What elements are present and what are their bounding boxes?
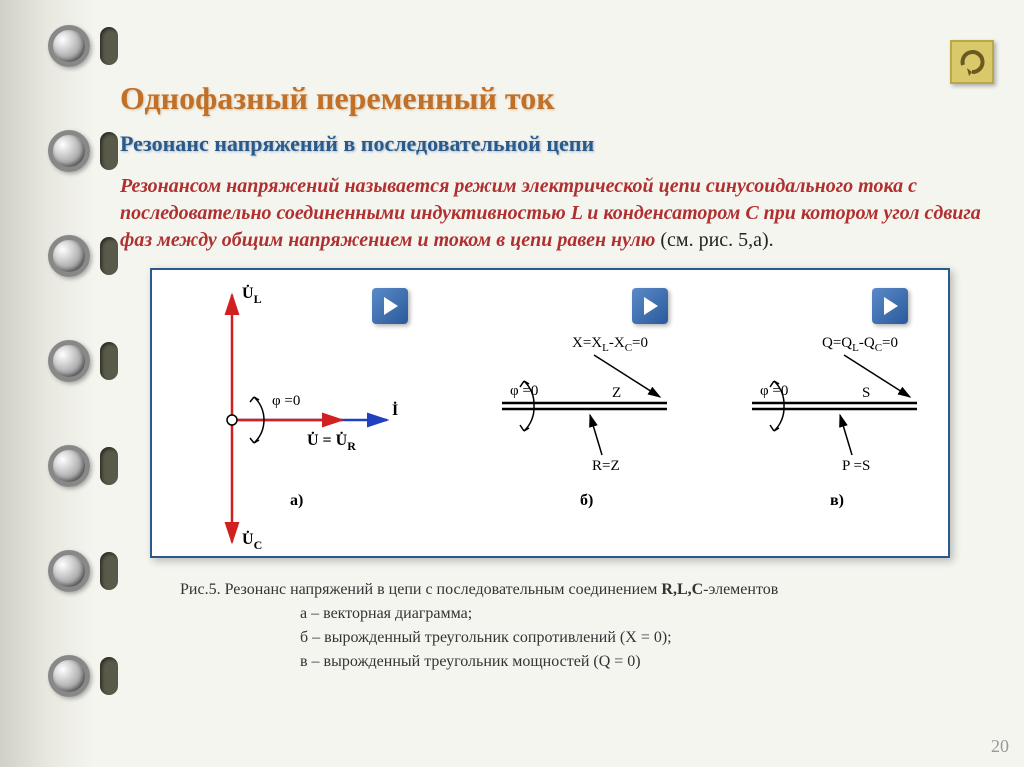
caption-line4: в – вырожденный треугольник мощностей (Q… [300,650,994,674]
binder-ring [48,130,90,172]
binder-ring [48,445,90,487]
body-tail: (см. рис. 5,а). [655,229,773,251]
svg-text:U̇C: U̇C [242,529,262,550]
emphasis-term: Резонансом напряжений [120,175,339,197]
binder-ring [48,340,90,382]
play-button-c[interactable] [872,288,908,324]
caption-line1a: Рис.5. Резонанс напряжений в цепи с посл… [180,581,661,598]
svg-text:φ =0: φ =0 [272,393,300,409]
figure-caption: Рис.5. Резонанс напряжений в цепи с посл… [180,578,994,674]
binder-hole [100,657,118,695]
back-button[interactable] [950,40,994,84]
diagram-c: Q=QL-QC=0 φ =0 S P =S в) [712,325,942,515]
spiral-binding [0,0,95,767]
return-icon [957,47,987,77]
svg-text:в): в) [830,492,844,509]
subtitle: Резонанс напряжений в последовательной ц… [120,131,994,157]
svg-text:İ: İ [392,400,398,419]
binder-hole [100,552,118,590]
binder-hole [100,237,118,275]
body-paragraph: Резонансом напряжений называется режим э… [120,173,994,254]
figure-box: U̇L U̇C İ U̇ = U̇R φ =0 а) X=XL-XC=0 φ =… [150,268,950,558]
caption-line1c: -элементов [703,581,778,598]
binder-hole [100,342,118,380]
svg-text:X=XL-XC=0: X=XL-XC=0 [572,335,648,354]
svg-text:U̇ = U̇R: U̇ = U̇R [307,430,356,453]
svg-text:φ =0: φ =0 [510,383,538,399]
caption-line1b: R,L,C [661,581,703,598]
binder-ring [48,25,90,67]
binder-hole [100,447,118,485]
slide-content: Однофазный переменный ток Резонанс напря… [120,40,994,747]
binder-ring [48,235,90,277]
caption-line3: б – вырожденный треугольник сопротивлени… [300,626,994,650]
svg-text:U̇L: U̇L [242,283,262,306]
play-button-b[interactable] [632,288,668,324]
binder-ring [48,655,90,697]
diagram-b: X=XL-XC=0 φ =0 Z R=Z б) [462,325,692,515]
svg-text:P =S: P =S [842,458,870,474]
main-title: Однофазный переменный ток [120,80,994,117]
binder-hole [100,27,118,65]
svg-text:Z: Z [612,385,621,401]
caption-line2: а – векторная диаграмма; [300,602,994,626]
diagram-a: U̇L U̇C İ U̇ = U̇R φ =0 а) [172,280,432,550]
page-number: 20 [991,736,1009,757]
binder-ring [48,550,90,592]
svg-text:φ =0: φ =0 [760,383,788,399]
binder-hole [100,132,118,170]
svg-text:Q=QL-QC=0: Q=QL-QC=0 [822,335,898,354]
svg-text:S: S [862,385,870,401]
svg-text:R=Z: R=Z [592,458,620,474]
svg-text:б): б) [580,492,593,509]
svg-text:а): а) [290,492,303,509]
